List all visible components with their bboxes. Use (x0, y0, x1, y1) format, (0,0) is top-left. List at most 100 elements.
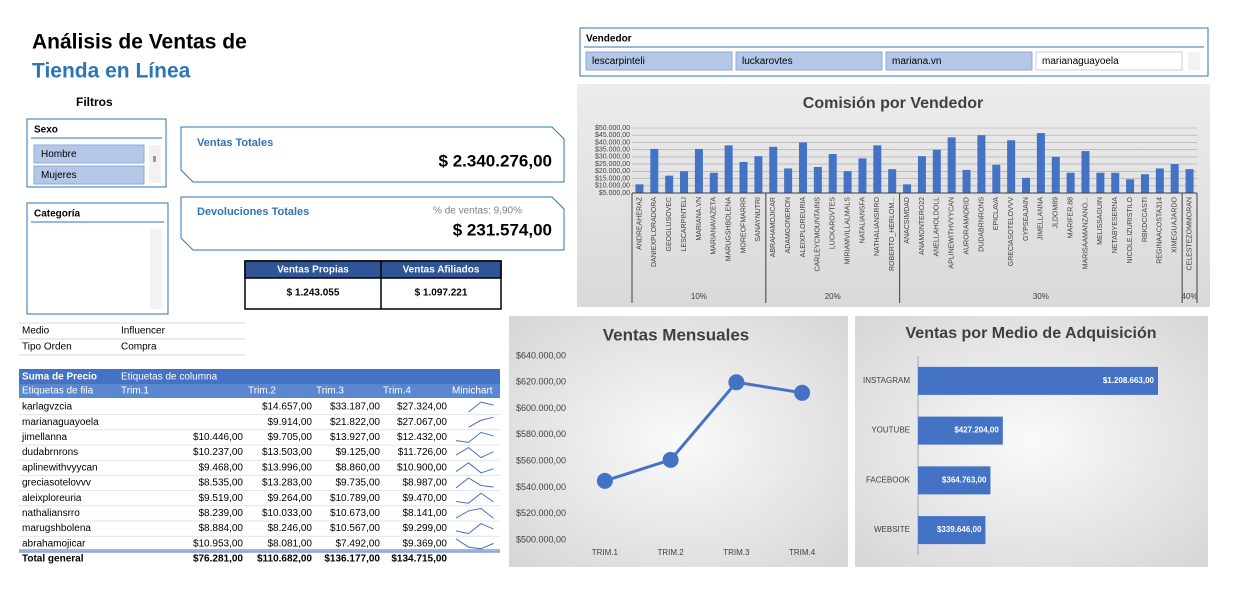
x-tick-label: LESCARPINTELI (681, 197, 688, 252)
x-tick-label: AURORAMADRID (963, 197, 970, 255)
title-line-1: Análisis de Ventas de (32, 31, 247, 54)
y-tick-label: $580.000,00 (516, 429, 566, 439)
x-tick-label: ANAMONTERO22 (919, 197, 926, 255)
sparkline (455, 507, 494, 519)
bar (1155, 168, 1164, 193)
value-label: $364.763,00 (942, 475, 987, 484)
slicer-item-label: lescarpinteli (592, 56, 645, 67)
slicer-item[interactable] (33, 144, 145, 164)
bar (784, 168, 793, 193)
x-tick-label: NATHALIANSRRO (874, 196, 881, 256)
bar (1096, 172, 1105, 193)
slicer-item-label: mariana.vn (892, 56, 941, 67)
pivot-column: Trim.2 (248, 386, 276, 397)
bar (754, 156, 763, 193)
pivot-cell: $9.369,00 (403, 538, 448, 549)
x-tick-label: REGINAACOSTA314 (1157, 197, 1164, 264)
bar (873, 145, 882, 193)
pivot-cell: $10.446,00 (193, 432, 243, 443)
bar (680, 171, 689, 193)
y-tick-label: INSTAGRAM (863, 376, 910, 385)
filters-label: Filtros (76, 95, 113, 109)
pivot-cell: $10.237,00 (193, 447, 243, 458)
pivot-row-name: marugshbolena (22, 523, 91, 534)
pivot-total-cell: $136.177,00 (324, 554, 380, 565)
x-tick-label: ANACSIMDAD (904, 197, 911, 244)
bar (917, 156, 926, 193)
pivot-cell: $27.324,00 (397, 402, 447, 413)
x-tick-label: NATALIANSFA (859, 197, 866, 244)
pivot-row-name: karlagvzcia (22, 402, 72, 413)
bar (739, 161, 748, 193)
slicer-box (26, 202, 169, 315)
x-tick-label: RBKDCCASTI (1142, 197, 1149, 242)
y-tick-label: $640.000,00 (516, 350, 566, 360)
bar (903, 184, 912, 193)
y-tick-label: FACEBOOK (866, 475, 911, 484)
x-tick-label: SANAYNUTRI (755, 197, 762, 242)
scrollbar (149, 145, 161, 183)
slicer-item[interactable] (33, 165, 145, 185)
slicer-item[interactable] (1035, 51, 1183, 71)
pivot-cell: $12.432,00 (397, 432, 447, 443)
pivot-column: Trim.4 (383, 386, 411, 397)
bar (918, 416, 1003, 445)
bar (918, 366, 1158, 395)
pivot-cell: $9.264,00 (268, 493, 313, 504)
x-tick-label: MARISAAMANZANO... (1082, 197, 1089, 269)
kpi-box (180, 126, 565, 183)
y-tick-label: $40.000,00 (595, 139, 630, 146)
y-tick-label: $600.000,00 (516, 403, 566, 413)
bar (769, 146, 778, 193)
pivot-cell: $9.468,00 (199, 462, 244, 473)
y-tick-label: $15.000,00 (595, 175, 630, 182)
pivot-cell: $10.900,00 (397, 462, 447, 473)
chart-title: Ventas por Medio de Adquisición (906, 325, 1157, 342)
y-tick-label: $25.000,00 (595, 161, 630, 168)
sparkline (455, 462, 494, 474)
pivot-cell: $10.789,00 (330, 493, 380, 504)
scrollbar (1188, 52, 1200, 70)
sparkline (468, 401, 494, 413)
pivot-row-name: marianaguayoela (22, 417, 99, 428)
group-label: 30% (1033, 292, 1049, 301)
title-line-2: Tienda en Línea (32, 60, 191, 83)
x-tick-label: NICOLE.IZURISTILO (1127, 196, 1134, 263)
marker (596, 472, 613, 489)
x-tick-label: JIMELLANNA (1038, 197, 1045, 241)
slicer-item[interactable] (885, 51, 1033, 71)
pivot-cell: $8.884,00 (199, 523, 244, 534)
pivot-cell: $10.673,00 (330, 508, 380, 519)
filter-value: Compra (121, 342, 157, 353)
y-tick-label: $45.000,00 (595, 132, 630, 139)
filter-name: Medio (22, 326, 50, 337)
x-tick-label: DANIEXPLORADORA (651, 197, 658, 267)
bar (635, 184, 644, 193)
split-header-label: Ventas Propias (277, 265, 349, 276)
pivot-corner: Suma de Precio (22, 372, 97, 383)
slicer-item[interactable] (735, 51, 883, 71)
pivot-cell: $8.239,00 (199, 508, 244, 519)
value-label: $339.646,00 (937, 525, 982, 534)
pivot-total-cell: $134.715,00 (391, 554, 447, 565)
pivot-cell: $33.187,00 (330, 402, 380, 413)
x-tick-label: MARIFER.88 (1067, 197, 1074, 238)
slicer-item[interactable] (585, 51, 733, 71)
bar (650, 148, 659, 193)
kpi-value: $ 231.574,00 (453, 220, 552, 239)
x-tick-label: MIRIAMVILLALMALS (844, 197, 851, 265)
pivot-cell: $9.914,00 (268, 417, 313, 428)
value-label: $1.208.663,00 (1103, 376, 1155, 385)
x-tick-label: ADAMGONERON (785, 197, 792, 253)
y-tick-label: $20.000,00 (595, 168, 630, 175)
slicer-title: Categoría (34, 209, 81, 220)
bar (888, 169, 897, 193)
group-label: 10% (691, 292, 707, 301)
bar (1185, 169, 1194, 193)
marker (794, 384, 811, 401)
pivot-cell: $9.125,00 (336, 447, 381, 458)
sparkline (455, 492, 494, 504)
pivot-cell: $21.822,00 (330, 417, 380, 428)
marker (728, 374, 745, 391)
